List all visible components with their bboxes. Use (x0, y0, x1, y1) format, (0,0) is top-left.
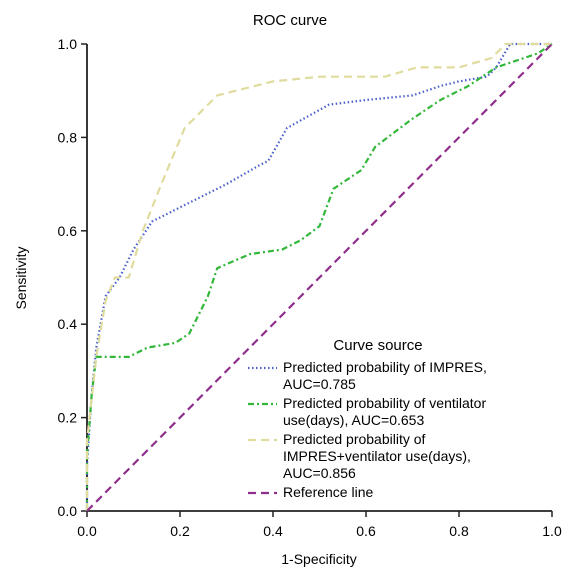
y-tick-label: 0.4 (58, 316, 78, 332)
legend-label: AUC=0.856 (283, 465, 356, 481)
y-tick-label: 1.0 (58, 36, 78, 52)
series-ventilator (85, 43, 553, 511)
x-tick-label: 0.0 (77, 523, 97, 539)
y-axis-label: Sensitivity (13, 246, 29, 309)
legend-label: Predicted probability of ventilator (283, 395, 486, 411)
y-tick-label: 0.8 (58, 129, 78, 145)
chart-title: ROC curve (253, 12, 327, 29)
series-combined (85, 42, 552, 511)
axes: 0.0 0.2 0.4 0.6 0.8 1.0 0.0 0.2 0.4 0.6 0.8 1.0 (58, 36, 562, 539)
y-tick-label: 0.2 (58, 410, 78, 426)
y-tick-label: 0.6 (58, 223, 78, 239)
legend-entry: Reference line (248, 484, 373, 500)
legend-label: AUC=0.785 (283, 376, 356, 392)
legend-label: Predicted probability of IMPRES, (283, 359, 487, 375)
legend-label: use(days), AUC=0.653 (283, 412, 424, 428)
x-tick-label: 1.0 (542, 523, 562, 539)
legend-label: IMPRES+ventilator use(days), (283, 448, 471, 464)
legend-entry: Predicted probability ofIMPRES+ventilato… (248, 431, 471, 481)
x-tick-label: 0.2 (170, 523, 190, 539)
legend-label: Reference line (283, 484, 373, 500)
x-tick-label: 0.4 (263, 523, 283, 539)
y-tick-label: 0.0 (58, 503, 78, 519)
legend-title: Curve source (333, 337, 422, 354)
legend-label: Predicted probability of (283, 431, 426, 447)
series-reference (86, 43, 553, 512)
legend-entry: Predicted probability of ventilatoruse(d… (248, 395, 486, 428)
legend: Curve source Predicted probability of IM… (248, 337, 487, 500)
x-axis-label: 1-Specificity (281, 551, 356, 567)
x-tick-label: 0.6 (356, 523, 376, 539)
legend-entry: Predicted probability of IMPRES,AUC=0.78… (248, 359, 487, 392)
x-tick-label: 0.8 (449, 523, 469, 539)
series-layer (85, 42, 553, 512)
